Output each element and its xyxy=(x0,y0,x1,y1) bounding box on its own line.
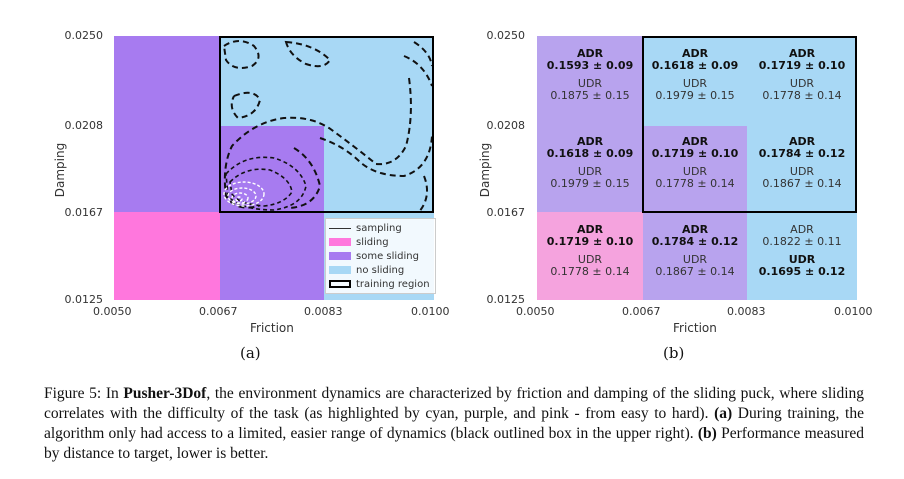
x-tick: 0.0050 xyxy=(516,305,555,318)
cell-bg xyxy=(537,36,643,126)
subfigure-label-a: (a) xyxy=(240,344,261,362)
legend: sampling sliding some sliding no sliding… xyxy=(325,218,436,294)
cell-text: ADR 0.1719 ± 0.10 UDR 0.1778 ± 0.14 xyxy=(546,223,634,278)
x-tick: 0.0067 xyxy=(622,305,661,318)
cell-text: ADR 0.1719 ± 0.10 UDR 0.1778 ± 0.14 xyxy=(758,47,846,102)
subfigure-label-b: (b) xyxy=(663,344,685,362)
x-tick: 0.0050 xyxy=(93,305,132,318)
training-region-box xyxy=(642,36,857,213)
y-tick: 0.0167 xyxy=(486,206,526,219)
sampling-contours-dense xyxy=(225,156,307,211)
y-tick: 0.0208 xyxy=(64,119,104,132)
legend-swatch-icon xyxy=(329,266,351,274)
y-tick: 0.0250 xyxy=(486,29,526,42)
legend-line-icon xyxy=(329,227,351,229)
cell-bg xyxy=(747,126,857,212)
cell-bg xyxy=(537,126,643,212)
x-tick: 0.0100 xyxy=(411,305,450,318)
cell-bg xyxy=(643,36,747,126)
region-sliding xyxy=(114,212,220,300)
legend-box-icon xyxy=(329,280,351,288)
legend-item-training-region: training region xyxy=(329,277,432,291)
region-some-sliding-top xyxy=(114,36,220,212)
cell-bg xyxy=(747,36,857,126)
x-axis-label: Friction xyxy=(250,321,294,335)
cell-text: ADR 0.1618 ± 0.09 UDR 0.1979 ± 0.15 xyxy=(651,47,739,102)
x-tick: 0.0083 xyxy=(727,305,766,318)
cell-text: ADR 0.1784 ± 0.12 UDR 0.1867 ± 0.14 xyxy=(758,135,846,190)
y-axis-label: Damping xyxy=(478,142,493,198)
figure-caption: Figure 5: In Pusher-3Dof, the environmen… xyxy=(44,385,865,462)
cell-bg xyxy=(643,212,747,300)
training-region-box xyxy=(219,36,434,213)
cell-bg xyxy=(643,126,747,212)
legend-item-no-sliding: no sliding xyxy=(329,263,432,277)
legend-swatch-icon xyxy=(329,252,351,260)
cell-bg xyxy=(747,212,857,300)
x-tick: 0.0100 xyxy=(834,305,873,318)
cell-bg xyxy=(537,212,643,300)
x-tick: 0.0067 xyxy=(199,305,238,318)
legend-item-sampling: sampling xyxy=(329,221,432,235)
sampling-contours xyxy=(222,40,433,213)
y-tick: 0.0250 xyxy=(64,29,104,42)
cell-text: ADR 0.1593 ± 0.09 UDR 0.1875 ± 0.15 xyxy=(546,47,634,102)
legend-item-sliding: sliding xyxy=(329,235,432,249)
legend-swatch-icon xyxy=(329,238,351,246)
y-tick: 0.0167 xyxy=(64,206,104,219)
y-tick: 0.0125 xyxy=(64,293,104,306)
region-some-sliding-bottom xyxy=(220,212,324,300)
cell-text: ADR 0.1618 ± 0.09 UDR 0.1979 ± 0.15 xyxy=(546,135,634,190)
legend-item-some-sliding: some sliding xyxy=(329,249,432,263)
y-tick: 0.0125 xyxy=(486,293,526,306)
cell-text: ADR 0.1719 ± 0.10 UDR 0.1778 ± 0.14 xyxy=(651,135,739,190)
x-axis-label: Friction xyxy=(673,321,717,335)
y-axis-label: Damping xyxy=(53,142,68,198)
x-tick: 0.0083 xyxy=(304,305,343,318)
cell-text: ADR 0.1784 ± 0.12 UDR 0.1867 ± 0.14 xyxy=(651,223,739,278)
cell-text: ADR 0.1822 ± 0.11 UDR 0.1695 ± 0.12 xyxy=(758,223,846,278)
sampling-contours-core xyxy=(223,181,265,207)
y-tick: 0.0208 xyxy=(486,119,526,132)
plot-b xyxy=(537,36,857,300)
